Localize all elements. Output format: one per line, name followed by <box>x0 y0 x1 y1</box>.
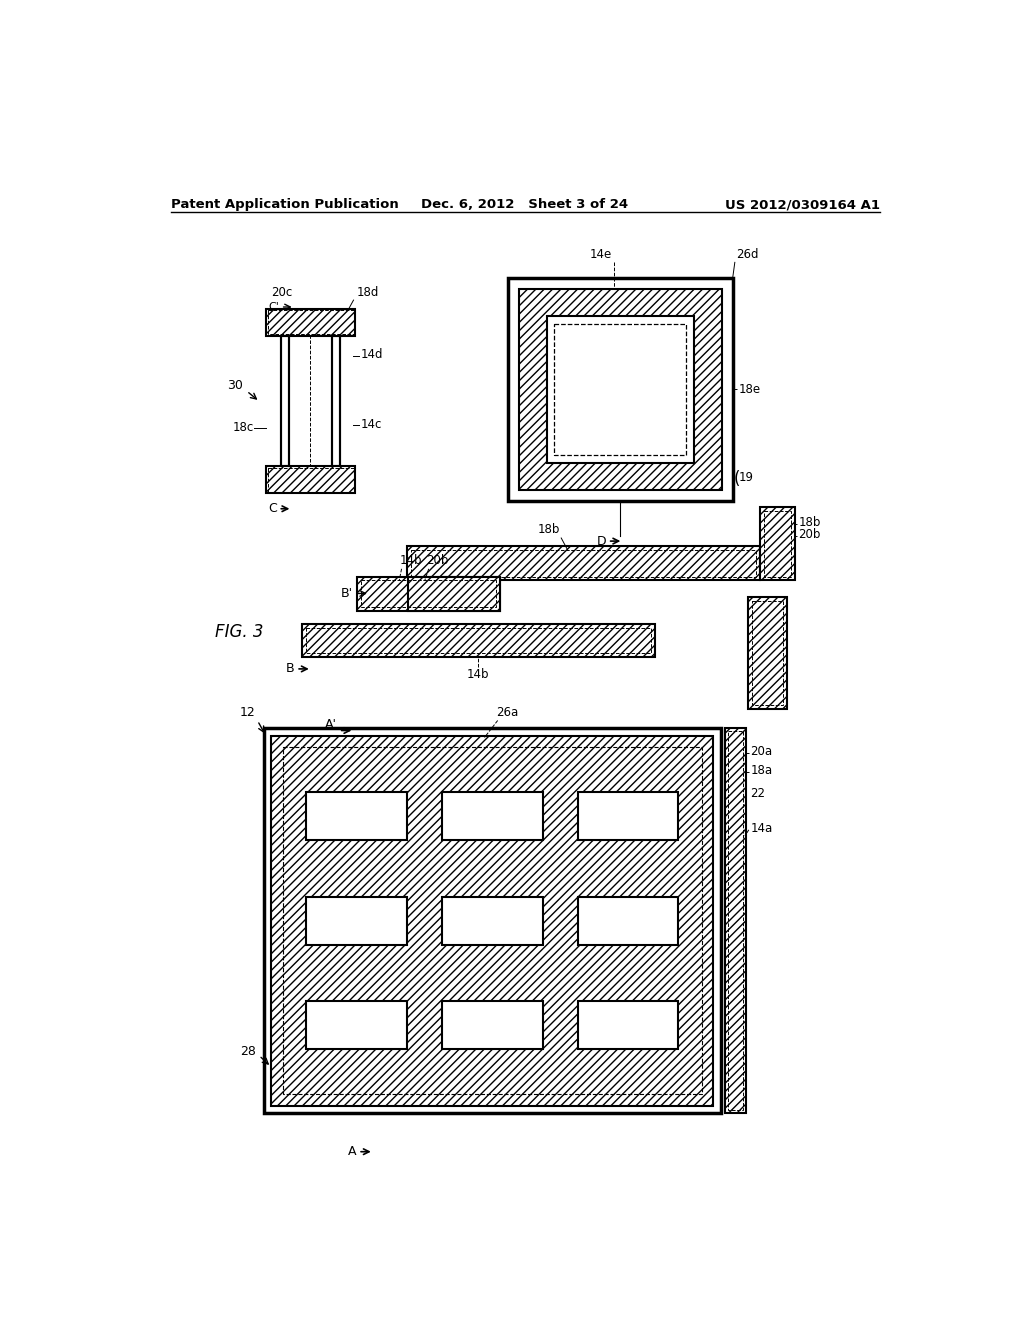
Text: 30: 30 <box>227 379 243 392</box>
Text: 14b: 14b <box>399 554 422 568</box>
Text: C': C' <box>268 302 280 312</box>
Bar <box>442 1001 543 1049</box>
Bar <box>411 549 756 577</box>
Bar <box>306 896 407 945</box>
Text: 19: 19 <box>738 471 754 484</box>
Bar <box>764 511 791 577</box>
Bar <box>578 792 678 841</box>
Bar <box>508 277 732 502</box>
Text: C: C <box>268 502 276 515</box>
Bar <box>306 1001 407 1049</box>
Bar <box>407 545 760 581</box>
Bar <box>302 624 655 656</box>
Bar <box>442 896 543 945</box>
Text: 20b: 20b <box>799 528 821 541</box>
Bar <box>332 335 340 466</box>
Text: 20c: 20c <box>271 285 293 298</box>
Text: 26d: 26d <box>736 248 759 261</box>
Text: 18a: 18a <box>751 764 772 777</box>
Bar <box>518 289 722 490</box>
Text: 18b: 18b <box>799 516 821 529</box>
Text: FIG. 3: FIG. 3 <box>215 623 263 642</box>
Text: A: A <box>348 1146 356 1158</box>
Bar <box>728 731 743 1110</box>
Bar <box>306 792 407 841</box>
Bar <box>267 310 353 334</box>
Bar <box>578 896 678 945</box>
Text: 28: 28 <box>240 1045 256 1059</box>
Text: 14a: 14a <box>751 822 772 834</box>
Text: 14c: 14c <box>360 417 382 430</box>
Bar <box>760 507 795 581</box>
Bar <box>748 597 786 709</box>
Text: 20b: 20b <box>426 554 449 568</box>
Text: 14d: 14d <box>360 348 383 362</box>
Text: D': D' <box>568 407 582 418</box>
Bar <box>578 1001 678 1049</box>
Bar <box>306 628 651 653</box>
Bar <box>442 792 543 841</box>
Text: D: D <box>597 535 606 548</box>
Bar <box>263 729 721 1113</box>
Bar <box>266 309 355 335</box>
Bar <box>267 469 353 492</box>
Bar <box>360 581 496 607</box>
Bar <box>282 335 289 466</box>
Text: 20a: 20a <box>751 744 772 758</box>
Text: US 2012/0309164 A1: US 2012/0309164 A1 <box>725 198 880 211</box>
Bar <box>266 466 355 494</box>
Bar <box>752 601 783 705</box>
Text: Dec. 6, 2012   Sheet 3 of 24: Dec. 6, 2012 Sheet 3 of 24 <box>421 198 629 211</box>
Text: B: B <box>286 663 295 676</box>
Text: 14b: 14b <box>467 668 489 681</box>
Text: B': B' <box>341 587 352 601</box>
Text: 18e: 18e <box>738 383 761 396</box>
Bar <box>408 577 500 611</box>
Text: 12: 12 <box>240 706 256 719</box>
Text: A': A' <box>326 718 337 730</box>
Bar <box>283 747 701 1094</box>
Text: 18b: 18b <box>538 524 560 536</box>
Bar <box>356 577 500 611</box>
Text: 18c: 18c <box>232 421 254 434</box>
Text: Patent Application Publication: Patent Application Publication <box>171 198 398 211</box>
Text: (: ( <box>734 470 740 488</box>
Bar <box>547 317 693 462</box>
Text: 22: 22 <box>751 787 765 800</box>
Text: 18d: 18d <box>356 285 379 298</box>
Text: 26a: 26a <box>496 706 518 719</box>
Bar <box>725 729 746 1113</box>
Bar <box>554 323 686 455</box>
Text: 14e: 14e <box>590 248 612 261</box>
Bar <box>271 737 713 1105</box>
